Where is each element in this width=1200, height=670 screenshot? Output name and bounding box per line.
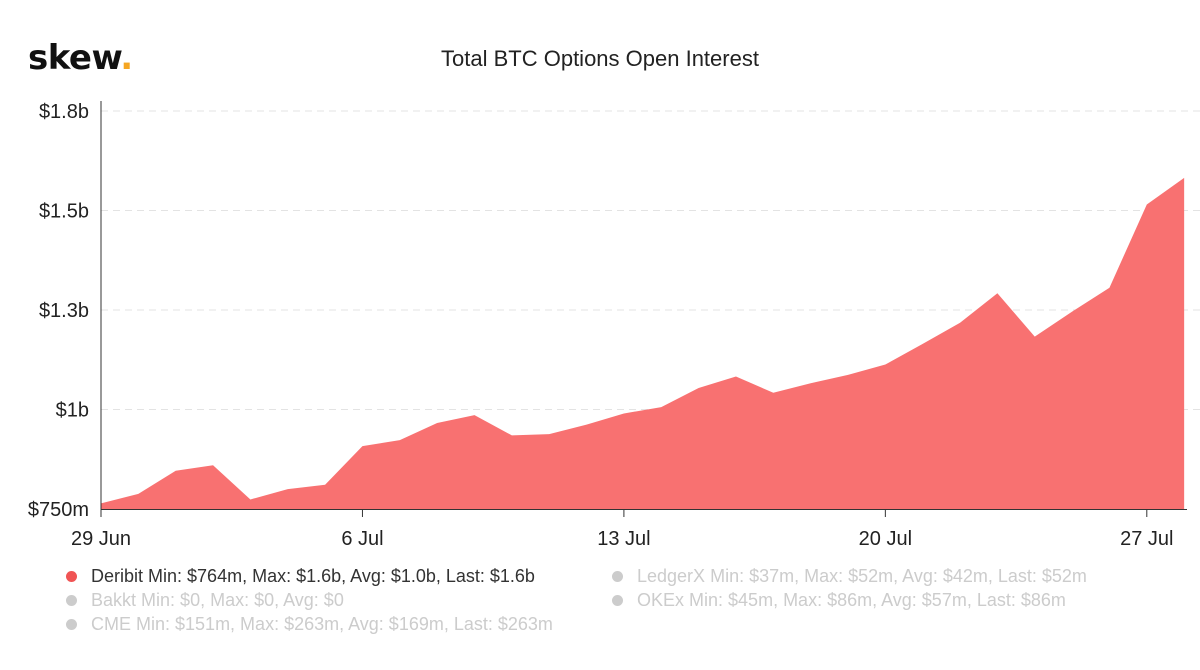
legend-stats: Min: $0, Max: $0, Avg: $0 bbox=[141, 590, 344, 610]
series-area bbox=[101, 177, 1185, 510]
x-tick-label: 29 Jun bbox=[71, 528, 131, 550]
legend-item-ledgerx[interactable]: LedgerX Min: $37m, Max: $52m, Avg: $42m,… bbox=[612, 566, 1087, 587]
legend-item-okex[interactable]: OKEx Min: $45m, Max: $86m, Avg: $57m, La… bbox=[612, 590, 1066, 611]
x-tick-label: 20 Jul bbox=[859, 528, 912, 550]
legend-name: OKEx bbox=[637, 590, 685, 610]
x-tick-label: 27 Jul bbox=[1120, 528, 1173, 550]
chart-title: Total BTC Options Open Interest bbox=[441, 46, 759, 71]
x-axis-ticks: 29 Jun 6 Jul 13 Jul 20 Jul 27 Jul bbox=[71, 509, 1173, 550]
y-axis-ticks: $750m $1b $1.3b $1.5b $1.8b bbox=[28, 101, 89, 521]
legend-stats: Min: $37m, Max: $52m, Avg: $42m, Last: $… bbox=[710, 566, 1087, 586]
legend-name: LedgerX bbox=[637, 566, 706, 586]
legend-item-bakkt[interactable]: Bakkt Min: $0, Max: $0, Avg: $0 bbox=[66, 590, 344, 611]
x-tick-label: 6 Jul bbox=[341, 528, 383, 550]
legend-marker-icon bbox=[66, 618, 77, 630]
axes bbox=[100, 101, 1187, 510]
y-tick-label: $750m bbox=[28, 499, 89, 521]
y-tick-label: $1.5b bbox=[39, 201, 89, 223]
y-tick-label: $1.3b bbox=[39, 300, 89, 322]
legend-name: Bakkt bbox=[91, 590, 137, 610]
series-area-deribit bbox=[101, 177, 1185, 510]
legend-marker-icon bbox=[612, 594, 623, 606]
legend-stats: Min: $45m, Max: $86m, Avg: $57m, Last: $… bbox=[689, 590, 1066, 610]
legend-item-deribit[interactable]: Deribit Min: $764m, Max: $1.6b, Avg: $1.… bbox=[66, 566, 535, 587]
logo-text: skew bbox=[28, 38, 121, 78]
chart-legend: Deribit Min: $764m, Max: $1.6b, Avg: $1.… bbox=[0, 566, 1200, 656]
legend-name: Deribit bbox=[91, 566, 144, 586]
y-tick-label: $1b bbox=[56, 400, 89, 422]
skew-logo: skew. bbox=[28, 38, 133, 78]
y-tick-label: $1.8b bbox=[39, 101, 89, 123]
legend-marker-icon bbox=[66, 594, 77, 606]
legend-marker-icon bbox=[612, 570, 623, 582]
legend-item-cme[interactable]: CME Min: $151m, Max: $263m, Avg: $169m, … bbox=[66, 614, 553, 635]
legend-name: CME bbox=[91, 614, 131, 634]
legend-marker-icon bbox=[66, 570, 77, 582]
open-interest-chart: $750m $1b $1.3b $1.5b $1.8b 29 Jun 6 Jul 13 Ju… bbox=[28, 101, 1200, 550]
logo-dot: . bbox=[120, 38, 133, 78]
x-tick-label: 13 Jul bbox=[597, 528, 650, 550]
legend-stats: Min: $764m, Max: $1.6b, Avg: $1.0b, Last… bbox=[148, 566, 535, 586]
legend-stats: Min: $151m, Max: $263m, Avg: $169m, Last… bbox=[136, 614, 553, 634]
